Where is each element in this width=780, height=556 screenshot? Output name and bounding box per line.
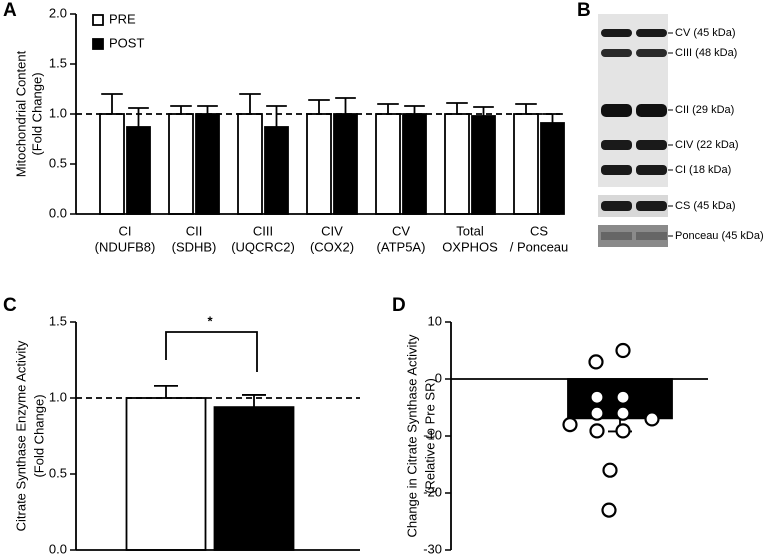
band xyxy=(601,201,632,211)
y-tick-label: 2.0 xyxy=(49,5,67,20)
data-point xyxy=(589,423,605,439)
band xyxy=(636,201,667,211)
panel-letter: B xyxy=(577,0,591,21)
y-tick-label: 1.0 xyxy=(49,105,67,120)
y-axis-label: (Fold Change) xyxy=(31,394,46,477)
y-axis-label: Citrate Synthase Enzyme Activity xyxy=(13,340,28,531)
blot-label: CI (18 kDa) xyxy=(675,164,731,176)
data-point xyxy=(602,462,618,478)
blot-label: CIII (48 kDa) xyxy=(675,47,737,59)
band xyxy=(601,232,632,240)
band xyxy=(636,29,667,37)
blot-label: Ponceau (45 kDa) xyxy=(675,230,764,242)
x-tick-label: CII xyxy=(186,223,203,238)
data-point xyxy=(562,417,578,433)
y-tick-label: 1.5 xyxy=(49,313,67,328)
band xyxy=(636,49,667,57)
bar xyxy=(402,113,427,215)
y-tick-label: 1.0 xyxy=(49,389,67,404)
y-tick-label: 0 xyxy=(435,370,442,385)
x-tick-label: (ATP5A) xyxy=(377,239,426,254)
data-point xyxy=(601,502,617,518)
panel-letter: A xyxy=(3,0,17,21)
y-tick-label: -30 xyxy=(423,541,442,556)
blot-membrane xyxy=(598,14,668,187)
bar xyxy=(195,113,220,215)
band xyxy=(601,104,632,117)
x-tick-label: (SDHB) xyxy=(172,239,217,254)
x-tick-label: CI xyxy=(119,223,132,238)
bar xyxy=(471,115,496,215)
y-axis-label: (Relative to Pre SR) xyxy=(422,378,437,494)
bar xyxy=(213,406,295,551)
blot-label: CS (45 kDa) xyxy=(675,200,736,212)
data-point xyxy=(615,389,631,405)
panel-letter: C xyxy=(3,295,17,316)
y-tick-label: -10 xyxy=(423,427,442,442)
band xyxy=(636,104,667,117)
data-point xyxy=(589,389,605,405)
y-tick-label: 1.5 xyxy=(49,55,67,70)
bar xyxy=(125,397,207,551)
y-tick-label: -20 xyxy=(423,484,442,499)
data-point xyxy=(615,423,631,439)
band xyxy=(601,140,632,150)
bar xyxy=(540,122,565,215)
x-tick-label: CS xyxy=(530,223,548,238)
blot-label: CIV (22 kDa) xyxy=(675,139,739,151)
blot-label: CV (45 kDa) xyxy=(675,27,736,39)
significance-marker: * xyxy=(207,313,213,328)
y-tick-label: 0.0 xyxy=(49,541,67,556)
y-tick-label: 0.5 xyxy=(49,465,67,480)
bar xyxy=(375,113,401,215)
bar xyxy=(306,113,332,215)
band xyxy=(601,165,632,175)
x-tick-label: (NDUFB8) xyxy=(95,239,156,254)
data-point xyxy=(615,342,631,359)
x-tick-label: CIV xyxy=(321,223,343,238)
legend-label: POST xyxy=(109,35,144,50)
blot-membrane xyxy=(598,195,668,217)
band xyxy=(601,49,632,57)
band xyxy=(636,232,667,240)
ponceau-stain xyxy=(598,225,668,247)
x-tick-label: / Ponceau xyxy=(510,239,569,254)
x-tick-label: CV xyxy=(392,223,410,238)
bar xyxy=(126,126,151,215)
bar xyxy=(333,113,358,215)
western-blot xyxy=(598,14,668,247)
data-point xyxy=(589,405,605,421)
x-tick-label: CIII xyxy=(253,223,273,238)
y-axis-label: Mitochondrial Content xyxy=(13,50,28,177)
y-tick-label: 10 xyxy=(428,313,442,328)
bar xyxy=(264,126,289,215)
band xyxy=(636,165,667,175)
legend-swatch xyxy=(92,14,104,26)
y-tick-label: 0.5 xyxy=(49,155,67,170)
bar xyxy=(99,113,125,215)
x-tick-label: OXPHOS xyxy=(442,239,498,254)
data-point xyxy=(615,405,631,421)
y-axis-label: Change in Citrate Synthase Activity xyxy=(404,334,419,538)
bar xyxy=(168,113,194,215)
data-point xyxy=(588,354,604,370)
panel-letter: D xyxy=(392,295,406,316)
x-tick-label: (COX2) xyxy=(310,239,354,254)
band xyxy=(601,29,632,37)
bar xyxy=(237,113,263,215)
legend-swatch xyxy=(92,38,104,50)
y-axis-label: (Fold Change) xyxy=(29,72,44,155)
legend-label: PRE xyxy=(109,11,136,26)
x-tick-label: Total xyxy=(456,223,484,238)
band xyxy=(636,140,667,150)
bar xyxy=(513,113,539,215)
significance-bracket xyxy=(165,331,258,372)
blot-label: CII (29 kDa) xyxy=(675,104,734,116)
data-point xyxy=(644,411,660,427)
bar xyxy=(444,113,470,215)
x-tick-label: (UQCRC2) xyxy=(231,239,295,254)
y-tick-label: 0.0 xyxy=(49,205,67,220)
